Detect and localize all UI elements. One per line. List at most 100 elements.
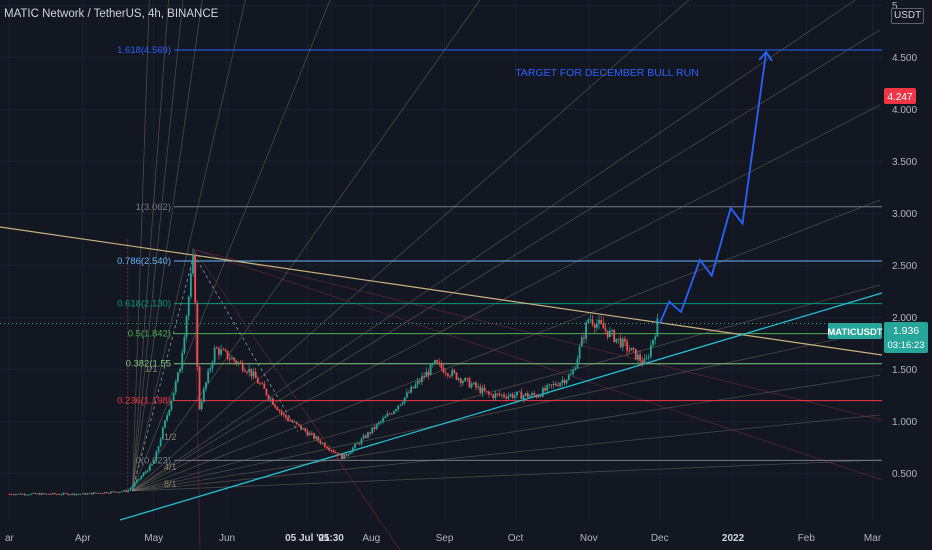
candle-body bbox=[157, 446, 160, 452]
candle-body bbox=[140, 476, 143, 479]
candle-body bbox=[535, 394, 538, 398]
candle-body bbox=[12, 494, 15, 496]
candle-body bbox=[505, 396, 508, 399]
candle-body bbox=[215, 347, 218, 349]
candle-body bbox=[595, 323, 598, 328]
x-axis-tick-label: 05:30 bbox=[318, 533, 344, 544]
symbol-tag[interactable] bbox=[828, 323, 882, 339]
candle-body bbox=[585, 322, 587, 339]
candle-body bbox=[554, 383, 557, 386]
candle-body bbox=[90, 492, 93, 495]
candle-body bbox=[315, 436, 318, 439]
x-axis-tick-label: Jun bbox=[219, 533, 235, 544]
candle-body bbox=[649, 345, 652, 357]
candle-body bbox=[449, 375, 451, 377]
candle-body bbox=[557, 385, 559, 387]
fib-level-label: 0.618(2.130) bbox=[117, 299, 171, 310]
candle-body bbox=[224, 349, 227, 351]
gann-fan-line bbox=[132, 414, 881, 492]
candle-body bbox=[434, 360, 436, 364]
candle-body bbox=[94, 492, 97, 494]
candle-body bbox=[481, 387, 484, 394]
candle-body bbox=[371, 427, 374, 434]
candle-body bbox=[231, 357, 233, 360]
candle-body bbox=[526, 393, 529, 397]
candle-body bbox=[639, 354, 641, 361]
candle-body bbox=[343, 454, 346, 459]
candle-body bbox=[310, 433, 313, 434]
candle-body bbox=[537, 396, 540, 398]
candle-body bbox=[274, 404, 276, 408]
candle-body bbox=[86, 493, 89, 495]
candle-body bbox=[349, 452, 352, 454]
candle-body bbox=[205, 382, 207, 389]
candle-body bbox=[565, 379, 568, 384]
gann-fan-line-red bbox=[193, 249, 883, 421]
resistance-trendline bbox=[0, 226, 883, 356]
candle-body bbox=[183, 336, 186, 353]
candle-body bbox=[455, 372, 458, 380]
candle-body bbox=[563, 380, 566, 384]
gann-ratio-label: 1/2 bbox=[164, 432, 177, 442]
candle-body bbox=[459, 378, 462, 384]
candle-body bbox=[457, 378, 460, 380]
candle-body bbox=[278, 410, 281, 411]
candle-body bbox=[503, 394, 505, 397]
gann-fan-line bbox=[132, 0, 203, 491]
candle-body bbox=[369, 432, 372, 434]
gann-fan-line bbox=[132, 0, 856, 492]
candle-body bbox=[8, 494, 11, 495]
candle-body bbox=[524, 393, 527, 396]
candle-body bbox=[403, 397, 406, 403]
candle-body bbox=[475, 382, 477, 388]
x-axis-tick-label: 05 Jul '21 bbox=[285, 533, 330, 544]
candle-body bbox=[30, 493, 32, 495]
candle-body bbox=[472, 382, 475, 385]
candle-body bbox=[580, 337, 583, 347]
candle-body bbox=[254, 371, 257, 379]
candle-body bbox=[561, 380, 564, 383]
candle-body bbox=[587, 319, 590, 323]
candle-body bbox=[291, 420, 294, 423]
candle-body bbox=[103, 492, 106, 494]
candle-body bbox=[375, 424, 378, 429]
candle-body bbox=[360, 438, 363, 444]
candle-body bbox=[600, 320, 603, 324]
candle-body bbox=[88, 492, 91, 494]
candle-body bbox=[34, 493, 37, 494]
candle-body bbox=[429, 364, 432, 376]
gann-ratio-label: 1/1 bbox=[145, 364, 158, 374]
gann-fan-line bbox=[132, 0, 331, 492]
candle-body bbox=[133, 482, 136, 486]
y-axis-tick-label: 1.000 bbox=[892, 417, 917, 428]
candle-body bbox=[591, 319, 594, 325]
candle-body bbox=[263, 383, 266, 389]
candle-body bbox=[336, 452, 339, 456]
candle-body bbox=[267, 395, 270, 400]
candle-body bbox=[92, 492, 95, 495]
candle-body bbox=[114, 491, 117, 493]
candle-body bbox=[552, 383, 555, 386]
candle-body bbox=[453, 370, 456, 373]
currency-unit-badge[interactable]: USDT bbox=[891, 8, 925, 24]
candle-body bbox=[418, 380, 421, 383]
candle-body bbox=[300, 425, 302, 430]
candle-body bbox=[62, 493, 65, 495]
candle-body bbox=[161, 427, 164, 440]
y-axis-tick-label: 0.500 bbox=[892, 469, 917, 480]
candle-body bbox=[179, 368, 181, 373]
candle-body bbox=[656, 318, 659, 337]
fib-level-label: 0.786(2.540) bbox=[117, 256, 171, 267]
candle-body bbox=[313, 433, 315, 439]
candle-body bbox=[79, 494, 82, 495]
candle-body bbox=[488, 391, 490, 395]
candle-body bbox=[367, 432, 369, 438]
y-axis-tick-label: 3.500 bbox=[892, 157, 917, 168]
candle-body bbox=[630, 347, 633, 351]
candle-body bbox=[632, 347, 635, 350]
candle-body bbox=[533, 393, 536, 395]
candle-body bbox=[341, 453, 343, 459]
candle-body bbox=[220, 349, 223, 355]
candle-body bbox=[23, 493, 26, 495]
